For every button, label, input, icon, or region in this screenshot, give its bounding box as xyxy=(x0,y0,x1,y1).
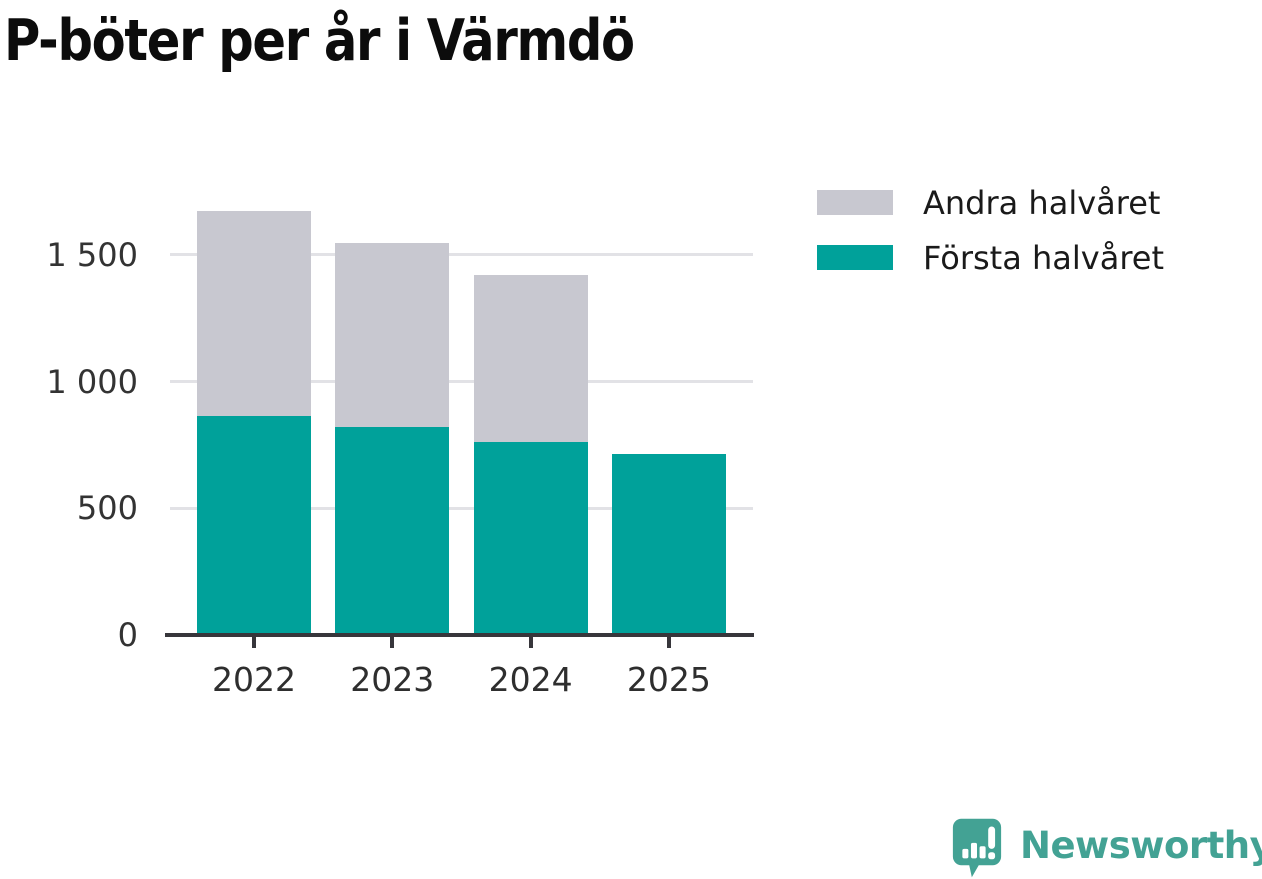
chart-title: P-böter per år i Värmdö xyxy=(4,8,635,74)
x-tick-label-2024: 2024 xyxy=(488,660,573,699)
gridline-1500 xyxy=(170,253,753,257)
bar-segment-2024-f-rsta-halv-ret xyxy=(473,442,588,635)
newsworthy-speech-bubble-bar-chart-icon xyxy=(952,818,1002,878)
gridline-500 xyxy=(170,506,753,510)
x-tick-2022 xyxy=(252,637,256,648)
legend-swatch-forsta-halvaret xyxy=(817,245,893,270)
y-tick-label-500: 500 xyxy=(76,489,138,528)
x-tick-2025 xyxy=(666,637,671,648)
y-tick-label-1000: 1 000 xyxy=(46,362,138,401)
y-tick-label-0: 0 xyxy=(117,616,138,654)
bar-segment-2023-f-rsta-halv-ret xyxy=(335,427,450,635)
legend-label: Första halvåret xyxy=(923,238,1165,277)
bar-segment-2022-f-rsta-halv-ret xyxy=(197,415,311,635)
y-tick-label-1500: 1 500 xyxy=(46,235,138,274)
x-axis-line xyxy=(165,633,754,637)
legend-swatch-andra-halvaret xyxy=(817,190,893,215)
x-tick-2024 xyxy=(528,637,533,648)
bar-segment-2022-andra-halv-ret xyxy=(197,210,311,416)
x-tick-label-2022: 2022 xyxy=(212,660,296,699)
bar-segment-2025-f-rsta-halv-ret xyxy=(611,453,726,635)
bar-segment-2024-andra-halv-ret xyxy=(473,275,588,443)
newsworthy-branding: Newsworthy xyxy=(951,817,1262,879)
x-tick-2023 xyxy=(390,637,395,648)
legend-label: Andra halvåret xyxy=(923,183,1161,222)
bar-segment-2023-andra-halv-ret xyxy=(335,243,450,428)
newsworthy-logo-text: Newsworthy xyxy=(1020,823,1262,867)
legend-item-andra-halvaret: Andra halvåret xyxy=(817,187,1160,219)
x-tick-label-2023: 2023 xyxy=(350,660,435,699)
legend-item-forsta-halvaret: Första halvåret xyxy=(817,242,1164,274)
gridline-1000 xyxy=(170,380,753,384)
x-tick-label-2025: 2025 xyxy=(626,660,711,699)
